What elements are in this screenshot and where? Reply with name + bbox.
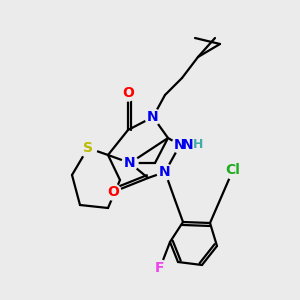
Text: N: N: [174, 138, 186, 152]
Circle shape: [145, 109, 161, 125]
Text: S: S: [83, 141, 93, 155]
Circle shape: [105, 184, 121, 200]
Text: N: N: [159, 165, 171, 179]
Circle shape: [224, 161, 242, 179]
Circle shape: [152, 260, 168, 276]
Text: O: O: [122, 86, 134, 100]
Text: N: N: [124, 156, 136, 170]
Circle shape: [122, 155, 138, 171]
Text: N: N: [147, 110, 159, 124]
Text: O: O: [107, 185, 119, 199]
Circle shape: [157, 164, 173, 180]
Text: F: F: [155, 261, 165, 275]
Circle shape: [79, 139, 97, 157]
Circle shape: [172, 137, 188, 153]
Text: H: H: [193, 139, 203, 152]
Circle shape: [182, 135, 202, 155]
Circle shape: [120, 85, 136, 101]
Text: N: N: [182, 138, 194, 152]
Text: Cl: Cl: [226, 163, 240, 177]
